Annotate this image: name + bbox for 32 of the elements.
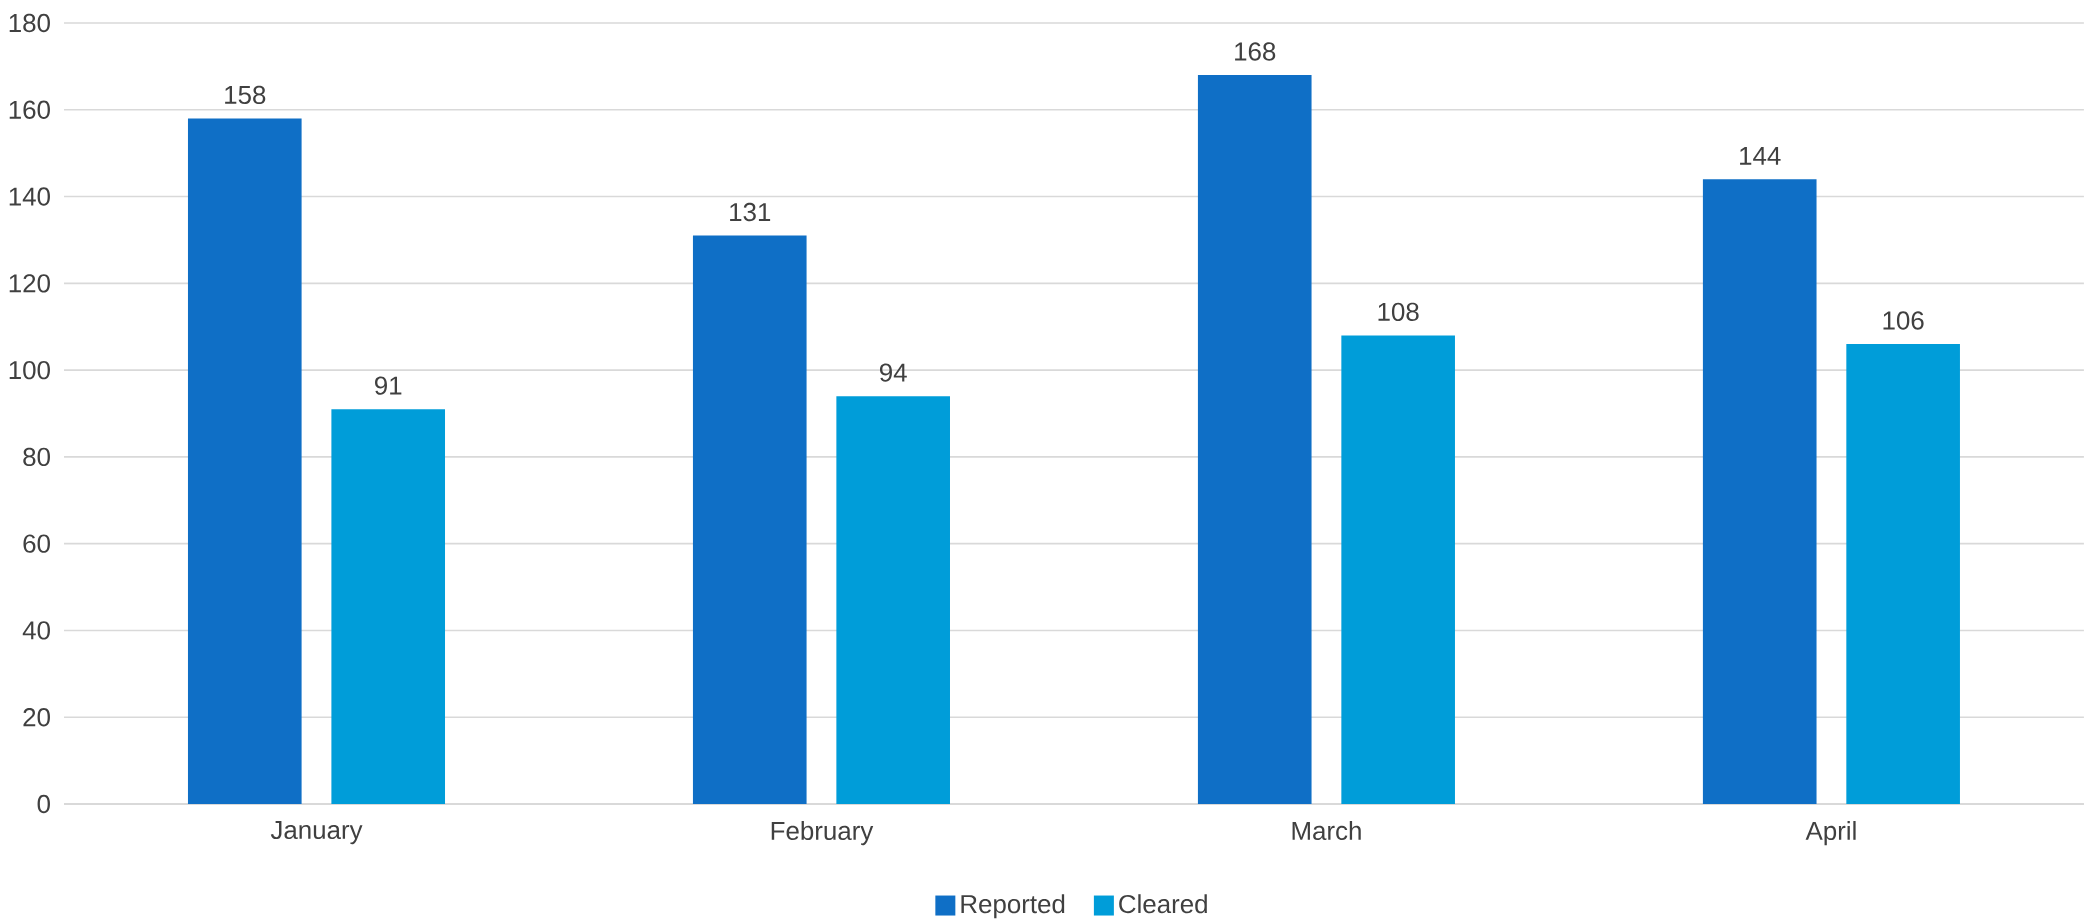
data-label: 168 bbox=[1235, 42, 1276, 61]
y-tick-label: 120 bbox=[9, 274, 50, 293]
y-tick-label: 40 bbox=[22, 621, 50, 640]
y-tick-label: 140 bbox=[9, 187, 50, 206]
bar bbox=[331, 409, 446, 804]
y-tick-label: 60 bbox=[23, 534, 50, 553]
y-tick-label: 80 bbox=[23, 447, 50, 467]
bar bbox=[1702, 179, 1817, 804]
x-tick-label: February bbox=[771, 821, 874, 846]
data-label: 131 bbox=[730, 202, 771, 222]
x-tick-label: January bbox=[270, 821, 363, 845]
data-label: 91 bbox=[375, 376, 402, 395]
y-tick-label: 160 bbox=[9, 100, 50, 119]
bar bbox=[1846, 344, 1960, 804]
data-label: 106 bbox=[1883, 311, 1924, 330]
bar bbox=[692, 235, 807, 804]
x-tick-label: April bbox=[1805, 821, 1856, 846]
y-tick-label: 0 bbox=[37, 794, 50, 814]
data-label: 144 bbox=[1740, 146, 1781, 165]
data-label: 108 bbox=[1378, 302, 1419, 321]
bar bbox=[1341, 335, 1455, 804]
legend-label: Cleared bbox=[1119, 894, 1207, 914]
bar bbox=[187, 118, 302, 804]
data-label: 94 bbox=[879, 363, 907, 382]
legend-label: Reported bbox=[961, 894, 1065, 919]
x-tick-label: March bbox=[1292, 821, 1361, 841]
data-label: 158 bbox=[225, 85, 266, 105]
y-tick-label: 100 bbox=[9, 360, 50, 380]
y-tick-label: 20 bbox=[23, 708, 50, 727]
bar bbox=[1197, 75, 1312, 804]
y-tick-label: 180 bbox=[9, 13, 50, 33]
bar bbox=[836, 396, 950, 804]
